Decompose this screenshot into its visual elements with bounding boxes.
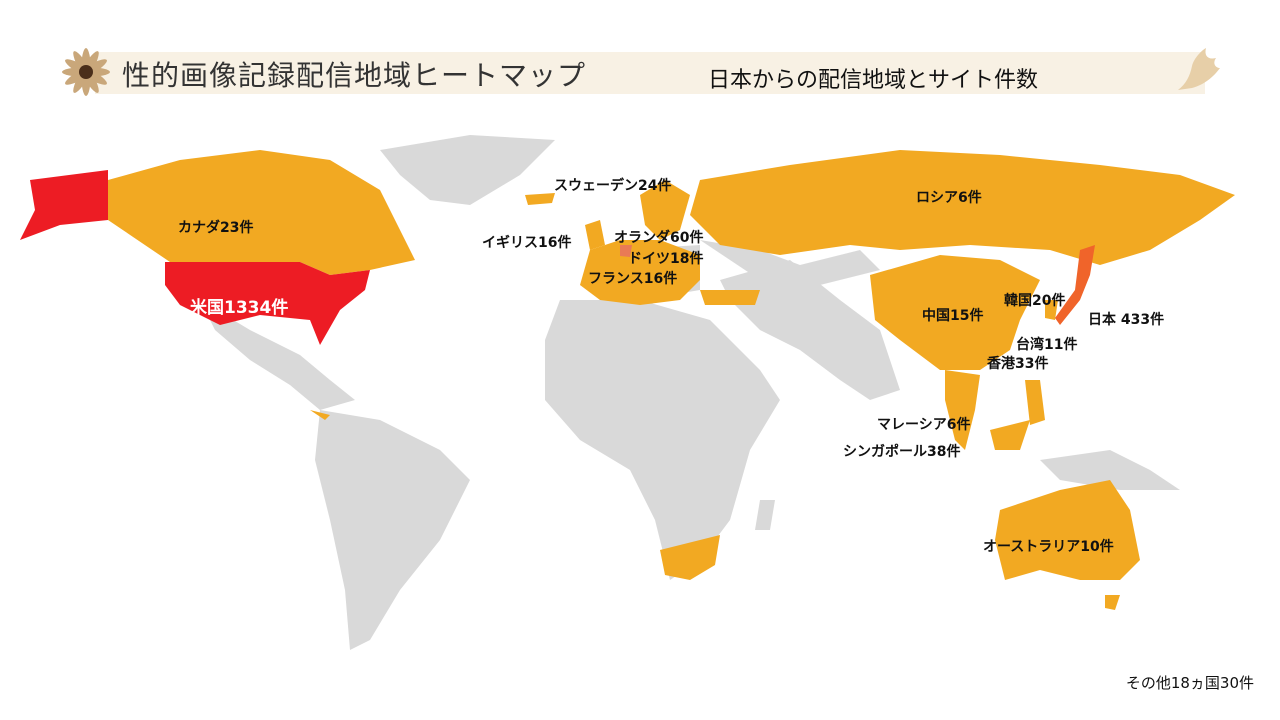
title-banner xyxy=(95,52,1205,94)
label-taiwan: 台湾11件 xyxy=(1016,337,1078,353)
region-europe xyxy=(580,240,700,305)
label-netherlands: オランダ60件 xyxy=(614,230,704,246)
label-uk: イギリス16件 xyxy=(482,235,572,251)
page-title: 性的画像記録配信地域ヒートマップ xyxy=(122,59,587,92)
label-malaysia: マレーシア6件 xyxy=(877,417,971,433)
region-seasia xyxy=(945,370,980,450)
label-japan: 日本 433件 xyxy=(1088,312,1165,328)
bird-icon xyxy=(1178,48,1220,90)
region-canada xyxy=(108,150,415,275)
region-alaska xyxy=(20,170,108,240)
region-japan xyxy=(1055,245,1095,325)
label-sweden: スウェーデン24件 xyxy=(554,178,672,194)
listed-countries xyxy=(108,150,1235,610)
region-australia xyxy=(995,480,1140,580)
label-korea: 韓国20件 xyxy=(1004,293,1066,309)
label-hongkong: 香港33件 xyxy=(987,356,1049,372)
label-canada: カナダ23件 xyxy=(178,220,254,236)
region-china xyxy=(870,255,1040,370)
label-china: 中国15件 xyxy=(922,308,984,324)
region-usa xyxy=(165,262,370,345)
label-singapore: シンガポール38件 xyxy=(843,444,961,460)
region-uk xyxy=(585,220,605,250)
label-france: フランス16件 xyxy=(588,271,678,287)
page-subtitle: 日本からの配信地域とサイト件数 xyxy=(708,68,1039,93)
label-usa: 米国1334件 xyxy=(190,298,289,318)
other-countries-note: その他18ヵ国30件 xyxy=(1125,674,1254,692)
region-netherlands xyxy=(620,245,632,257)
label-australia: オーストラリア10件 xyxy=(983,539,1114,555)
region-russia xyxy=(690,150,1235,265)
region-turkey xyxy=(700,290,760,305)
label-germany: ドイツ18件 xyxy=(628,251,704,267)
region-korea xyxy=(1045,300,1058,320)
region-sweden xyxy=(640,180,690,240)
flower-icon xyxy=(62,48,110,96)
label-russia: ロシア6件 xyxy=(916,190,982,206)
region-southafrica xyxy=(660,535,720,580)
